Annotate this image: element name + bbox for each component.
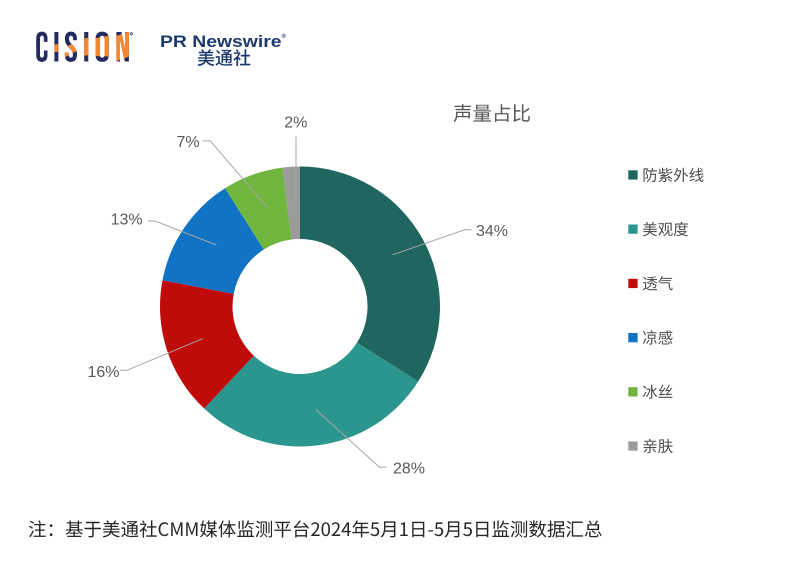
svg-text:®: ®: [282, 33, 287, 40]
svg-text:28%: 28%: [393, 460, 425, 477]
svg-text:7%: 7%: [177, 134, 200, 151]
svg-text:34%: 34%: [476, 223, 508, 240]
svg-text:PR Newswire: PR Newswire: [160, 33, 282, 51]
svg-text:16%: 16%: [88, 364, 120, 381]
svg-text:13%: 13%: [111, 211, 143, 228]
svg-text:2%: 2%: [284, 115, 307, 132]
